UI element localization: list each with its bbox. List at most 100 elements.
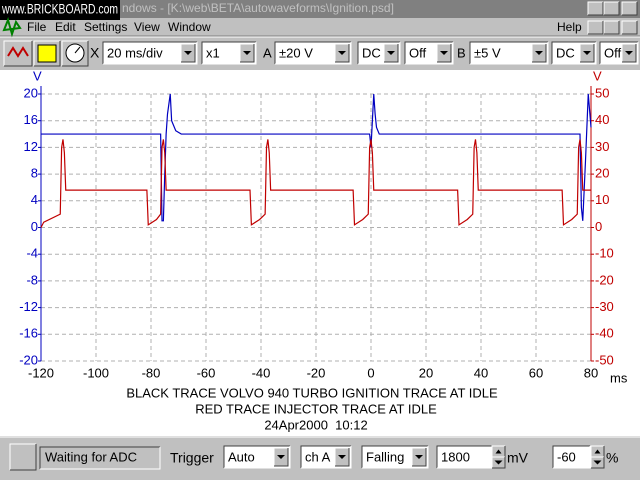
dropdown-value[interactable]: ±20 V [279,45,313,60]
bevel [180,43,195,62]
mdi-button[interactable] [622,21,637,34]
bevel [62,41,89,67]
chart-date: 24Apr2000 10:12 [264,417,367,432]
dropdown-value[interactable]: ch A [305,449,331,464]
bevel [587,1,603,15]
dropdown [103,42,197,64]
bevel [436,43,451,62]
arrow-glyph [440,51,448,55]
bevel [588,2,604,16]
arrow-glyph [594,449,601,454]
bevel [587,20,603,34]
app-icon [2,16,22,38]
menu-item[interactable]: Window [168,20,211,34]
x-tick-label: 20 [419,365,433,380]
dropdown-value[interactable]: DC [362,45,381,60]
y2-tick-label: -40 [595,326,614,341]
dropdown-value[interactable]: DC [556,45,575,60]
bevel [240,44,255,63]
y2-tick-label: 10 [595,192,609,207]
bevel [603,1,619,15]
mdi-button[interactable] [604,21,619,34]
bevel [39,446,160,469]
dropdown-value[interactable]: Falling [366,449,404,464]
bevel [334,447,349,466]
y2-tick-label: 20 [595,166,609,181]
bevel [358,42,401,65]
menu-item[interactable]: File [27,20,47,34]
bevel [437,44,452,63]
label: B [457,45,466,60]
unit: % [606,450,618,466]
y-tick-label: -20 [19,352,38,367]
window-button[interactable] [604,2,619,15]
bevel [551,41,596,64]
bevel [103,42,198,65]
dropdown-value[interactable]: x1 [206,45,220,60]
arrow-glyph [535,51,543,55]
bevel [357,41,400,64]
status-box [40,447,160,469]
dropdown [275,42,351,64]
x-tick-label: -100 [83,365,109,380]
x-tick-label: -80 [142,365,161,380]
bevel [224,446,291,469]
trace [40,139,591,228]
bevel [300,445,351,468]
input [553,446,590,468]
bevel [532,44,547,63]
dropdown-value[interactable]: ±5 V [474,45,501,60]
dropdown-value[interactable]: Auto [228,449,255,464]
bevel [579,43,594,62]
input-value[interactable]: 1800 [441,449,470,464]
arrow-glyph [387,51,395,55]
bevel [621,43,636,62]
bevel [491,456,505,468]
watermark: www.BRICKBOARD.com [1,1,118,17]
y2-tick-label: -10 [595,246,614,261]
label: X [90,45,100,61]
y-tick-label: 0 [31,219,38,234]
y2-tick-label: 0 [595,219,602,234]
label: Trigger [170,450,214,466]
menu-item[interactable]: Edit [55,20,76,34]
menu-item[interactable]: Help [557,20,582,34]
x-tick-label: 60 [529,365,543,380]
bevel [491,445,505,457]
dropdown-value[interactable]: Off [409,45,426,60]
bevel [621,20,637,34]
bevel [383,43,398,62]
bevel [181,44,196,63]
mdi-button[interactable] [588,21,603,34]
input-value[interactable]: -60 [557,449,576,464]
dropdown-value[interactable]: 20 ms/div [107,45,163,60]
window-button[interactable] [588,2,603,15]
x-tick-label: -40 [252,365,271,380]
bevel [384,44,399,63]
bevel [411,447,426,466]
bevel [436,445,492,468]
window-button[interactable] [622,2,637,15]
menu-item[interactable]: View [134,20,160,34]
status-button[interactable] [10,444,36,470]
bevel [202,42,257,65]
bevel [405,42,454,65]
bevel [531,43,546,62]
y2-tick-label: -50 [595,352,614,367]
bevel [591,457,605,469]
bevel [552,42,597,65]
button[interactable] [4,41,32,66]
bevel [590,445,604,457]
arrow-glyph [593,460,602,465]
bevel [404,41,453,64]
menu-item[interactable]: Settings [84,20,127,34]
arrow-glyph [338,455,346,459]
y-tick-label: 8 [31,166,38,181]
bevel [274,41,351,64]
bevel [3,40,32,66]
y-tick-label: 12 [24,139,38,154]
x-tick-label: -120 [28,365,54,380]
dropdown-value[interactable]: Off [604,45,621,60]
bevel [621,1,637,15]
